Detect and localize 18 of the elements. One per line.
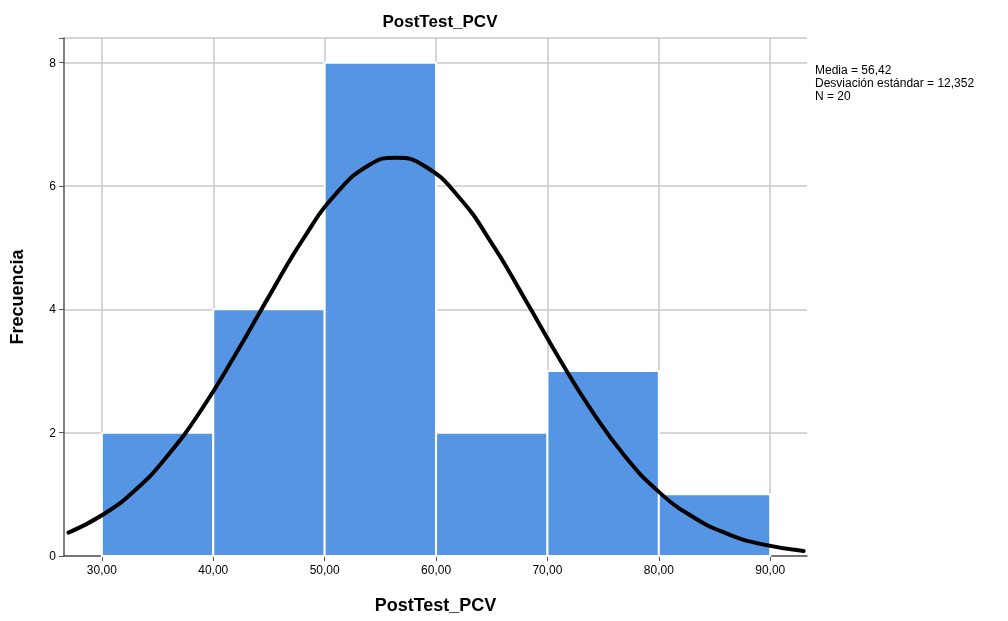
x-axis-title: PostTest_PCV xyxy=(374,595,497,615)
x-tick-label: 60,00 xyxy=(421,563,452,577)
text: N = 20 xyxy=(815,89,852,103)
y-tick-label: 6 xyxy=(49,179,57,193)
x-tick-label: 90,00 xyxy=(755,563,786,577)
text: Desviación estándar = 12,352 xyxy=(815,76,975,90)
y-tick-label: 2 xyxy=(49,425,57,440)
y-tick-label: 0 xyxy=(49,549,57,563)
chart-title: PostTest_PCV xyxy=(382,12,499,31)
x-tick-label: 30,00 xyxy=(86,563,118,577)
x-tick-label: 50,00 xyxy=(309,563,340,577)
x-tick-label: 80,00 xyxy=(643,563,675,577)
x-tick-label: 70,00 xyxy=(532,563,563,577)
x-tick-label: 40,00 xyxy=(198,563,229,577)
y-tick-label: 8 xyxy=(49,55,57,70)
text: Media = 56,42 xyxy=(815,63,892,77)
y-axis-title: Frecuencia xyxy=(7,248,27,345)
y-tick-label: 4 xyxy=(49,302,57,317)
